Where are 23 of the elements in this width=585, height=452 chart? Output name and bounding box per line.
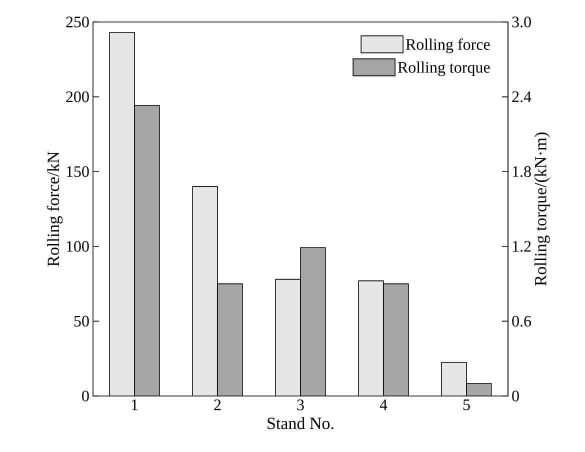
y-tick-label: 100 [66,241,89,252]
y-tick-label: 200 [66,91,89,102]
y-axis-title: Rolling force/kN [46,152,63,266]
y2-tick-label: 1.2 [512,240,531,252]
x-tick-label: 3 [297,400,304,410]
y2-axis-title: Rolling torque/(kN·m) [534,132,550,286]
y2-tick-label: 1.8 [512,166,531,178]
y2-tick-label: 3.0 [512,16,531,28]
legend-label: Rolling force [406,38,490,54]
y-tick-label: 50 [74,316,89,327]
y2-tick-label: 0.6 [512,316,532,327]
x-tick-label: 2 [214,400,221,410]
x-axis-title: Stand No. [268,417,334,430]
x-tick-label: 5 [463,400,470,410]
x-tick-label: 4 [380,400,388,410]
x-tick-label: 1 [132,400,138,410]
y-tick-label: 0 [82,390,89,402]
bar [441,362,467,396]
legend-label: Rolling torque [398,62,490,76]
y-tick-label: 150 [66,166,89,177]
y2-tick-label: 0 [512,390,519,402]
y-tick-label: 250 [66,16,89,28]
y2-tick-label: 2.4 [512,91,532,102]
